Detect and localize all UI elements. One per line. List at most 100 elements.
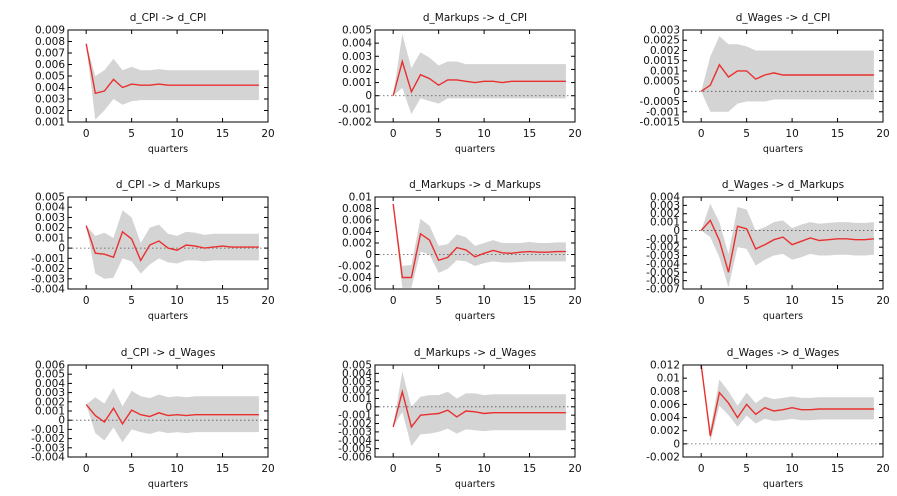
y-tick-label: 0 xyxy=(365,90,372,102)
confidence-band xyxy=(86,210,259,279)
y-tick-label: 0.001 xyxy=(342,393,372,405)
x-tick-label: 20 xyxy=(261,295,274,307)
x-axis-label: quarters xyxy=(455,311,495,322)
plot-frame xyxy=(374,29,576,123)
y-tick-label: -0.004 xyxy=(31,452,65,464)
panel-title: d_Wages -> d_Wages xyxy=(727,347,840,359)
x-axis-label: quarters xyxy=(763,144,803,155)
y-tick-label: -0.001 xyxy=(31,424,65,436)
y-tick-label: 0.005 xyxy=(35,192,65,204)
x-tick-label: 0 xyxy=(83,463,90,475)
y-tick-label: 0.005 xyxy=(342,360,372,372)
x-tick-label: 10 xyxy=(170,463,183,475)
y-tick-label: -0.002 xyxy=(646,242,680,254)
x-tick-label: 5 xyxy=(743,295,750,307)
y-tick-label: -0.001 xyxy=(646,106,680,118)
y-tick-label: 0.002 xyxy=(35,222,65,234)
panel-title: d_CPI -> d_Markups xyxy=(116,179,220,191)
y-tick-label: 0.001 xyxy=(35,406,65,418)
y-tick-label: 0.006 xyxy=(342,215,372,227)
y-tick-label: 0.004 xyxy=(650,412,680,424)
x-tick-label: 5 xyxy=(128,463,135,475)
x-tick-label: 10 xyxy=(785,463,798,475)
x-tick-label: 10 xyxy=(170,295,183,307)
response-line xyxy=(392,389,566,429)
y-tick-label: 0.009 xyxy=(35,25,65,37)
y-tick-label: -0.001 xyxy=(31,253,65,265)
y-tick-label: 0.004 xyxy=(342,38,372,50)
y-tick-label: -0.004 xyxy=(338,435,372,447)
x-tick-label: 10 xyxy=(477,463,490,475)
response-line xyxy=(85,404,259,426)
x-tick-label: 5 xyxy=(128,128,135,140)
y-tick-label: -0.003 xyxy=(646,250,680,262)
x-tick-label: 10 xyxy=(170,128,183,140)
x-tick-label: 20 xyxy=(261,128,274,140)
y-tick-label: -0.001 xyxy=(338,410,372,422)
y-tick-label: 0.001 xyxy=(35,117,65,129)
y-tick-label: 0.01 xyxy=(657,373,680,385)
panel-title: d_CPI -> d_CPI xyxy=(130,12,207,24)
y-tick-label: 0.003 xyxy=(35,387,65,399)
x-axis-label: quarters xyxy=(148,144,188,155)
y-tick-label: 0.008 xyxy=(342,203,372,215)
panel-title: d_Wages -> d_CPI xyxy=(736,12,831,24)
x-tick-label: 15 xyxy=(216,128,229,140)
response-line xyxy=(700,364,874,437)
y-tick-label: -0.002 xyxy=(31,433,65,445)
y-tick-label: -0.005 xyxy=(646,267,680,279)
y-tick-label: 0 xyxy=(673,438,680,450)
y-tick-label: -0.004 xyxy=(338,272,372,284)
y-tick-label: 0.008 xyxy=(35,36,65,48)
y-tick-label: 0 xyxy=(58,415,65,427)
y-tick-label: -0.006 xyxy=(338,452,372,464)
y-tick-label: 0.002 xyxy=(342,64,372,76)
x-tick-label: 0 xyxy=(698,463,705,475)
x-tick-label: 0 xyxy=(390,128,397,140)
y-tick-label: 0.0015 xyxy=(643,55,680,67)
plot-frame xyxy=(682,364,884,458)
panel-title: d_Markups -> d_CPI xyxy=(423,12,527,24)
y-tick-label: 0.01 xyxy=(349,192,372,204)
panel-title: d_CPI -> d_Wages xyxy=(121,347,216,359)
y-tick-label: -0.002 xyxy=(338,418,372,430)
irf-panel: d_Markups -> d_CPI 0.0050.0040.0030.0020.… xyxy=(338,12,582,155)
y-tick-label: -0.003 xyxy=(31,273,65,285)
panel-title: d_Markups -> d_Wages xyxy=(414,347,536,359)
y-tick-label: 0.012 xyxy=(650,360,680,372)
y-tick-label: 0 xyxy=(673,225,680,237)
response-line xyxy=(85,225,259,262)
y-tick-label: 0.002 xyxy=(650,425,680,437)
y-tick-label: 0 xyxy=(365,401,372,413)
y-tick-label: 0.003 xyxy=(342,51,372,63)
x-tick-label: 0 xyxy=(83,128,90,140)
irf-panel: d_Wages -> d_Markups 0.0040.0030.0020.001… xyxy=(646,179,890,322)
plot-frame xyxy=(67,196,269,290)
x-tick-label: 20 xyxy=(568,463,581,475)
irf-panel: d_CPI -> d_Markups 0.0050.0040.0030.0020.… xyxy=(31,179,275,322)
y-tick-label: 0 xyxy=(58,243,65,255)
y-tick-label: 0.001 xyxy=(342,77,372,89)
y-tick-label: 0.002 xyxy=(35,105,65,117)
y-tick-label: -0.0005 xyxy=(639,96,680,108)
x-tick-label: 15 xyxy=(831,128,844,140)
y-tick-label: 0.004 xyxy=(650,192,680,204)
x-tick-label: 5 xyxy=(435,128,442,140)
x-tick-label: 20 xyxy=(876,295,889,307)
x-tick-label: 15 xyxy=(831,295,844,307)
response-line xyxy=(392,203,566,279)
x-tick-label: 0 xyxy=(390,463,397,475)
y-tick-label: 0.003 xyxy=(650,25,680,37)
x-tick-label: 5 xyxy=(743,463,750,475)
y-tick-label: 0.003 xyxy=(35,94,65,106)
confidence-band xyxy=(701,203,874,288)
x-tick-label: 10 xyxy=(785,128,798,140)
x-tick-label: 0 xyxy=(83,295,90,307)
confidence-band xyxy=(393,371,566,447)
y-tick-label: -0.0015 xyxy=(639,117,680,129)
y-tick-label: 0.008 xyxy=(650,386,680,398)
x-tick-label: 15 xyxy=(523,463,536,475)
x-tick-label: 20 xyxy=(876,463,889,475)
x-tick-label: 0 xyxy=(390,295,397,307)
